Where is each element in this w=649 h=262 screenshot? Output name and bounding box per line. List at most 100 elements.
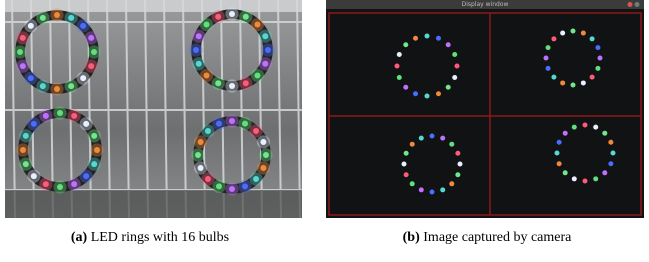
led <box>94 147 100 153</box>
led <box>571 29 576 34</box>
led <box>243 14 249 20</box>
led <box>31 173 37 179</box>
led <box>452 75 457 80</box>
led <box>551 36 556 41</box>
led <box>17 49 23 55</box>
led <box>563 131 568 136</box>
led <box>397 52 402 57</box>
led <box>28 23 34 29</box>
caption-text: Image captured by camera <box>423 230 571 245</box>
led <box>242 121 248 127</box>
led <box>260 139 266 145</box>
led <box>455 64 460 69</box>
led <box>593 125 598 130</box>
led <box>425 94 430 99</box>
led <box>403 85 408 90</box>
led <box>20 35 26 41</box>
led <box>452 52 457 57</box>
led <box>449 181 454 186</box>
led <box>88 35 94 41</box>
led <box>80 75 86 81</box>
led <box>20 63 26 69</box>
led <box>436 36 441 41</box>
led <box>229 11 235 17</box>
led <box>446 42 451 47</box>
led <box>57 110 63 116</box>
led <box>563 170 568 175</box>
led <box>446 85 451 90</box>
led <box>572 125 577 130</box>
led <box>608 161 613 166</box>
led <box>551 75 556 80</box>
figure: Display window <box>0 0 649 262</box>
led <box>455 151 460 156</box>
led <box>91 49 97 55</box>
caption-b: (b) Image captured by camera <box>403 230 572 246</box>
led <box>88 63 94 69</box>
caption-text: LED rings with 16 bulbs <box>91 230 229 245</box>
led <box>410 181 415 186</box>
led <box>54 86 60 92</box>
led <box>397 75 402 80</box>
led <box>395 64 400 69</box>
led <box>419 136 424 141</box>
led <box>28 75 34 81</box>
led <box>254 22 260 28</box>
led <box>581 80 586 85</box>
led <box>413 36 418 41</box>
led <box>557 161 562 166</box>
led <box>254 72 260 78</box>
display-window: Display window <box>326 0 644 218</box>
led <box>593 176 598 181</box>
led <box>91 161 97 167</box>
led <box>215 14 221 20</box>
led <box>20 147 26 153</box>
led <box>404 172 409 177</box>
led <box>425 34 430 39</box>
led <box>260 165 266 171</box>
page: Display window (a) LED rings with 16 bul… <box>0 0 649 262</box>
led <box>430 190 435 195</box>
led <box>242 183 248 189</box>
led <box>31 121 37 127</box>
led <box>583 179 588 184</box>
led <box>440 136 445 141</box>
led <box>83 173 89 179</box>
led <box>262 33 268 39</box>
led <box>581 31 586 36</box>
led <box>602 170 607 175</box>
led <box>195 152 201 158</box>
led <box>449 142 454 147</box>
led <box>40 15 46 21</box>
caption-label: (b) <box>403 230 420 245</box>
led <box>253 176 259 182</box>
led <box>608 140 613 145</box>
led <box>572 176 577 181</box>
led <box>440 187 445 192</box>
led <box>611 151 616 156</box>
caption-label: (a) <box>71 230 87 245</box>
led <box>40 83 46 89</box>
led <box>83 121 89 127</box>
led <box>71 181 77 187</box>
led <box>560 31 565 36</box>
led <box>57 184 63 190</box>
led <box>91 133 97 139</box>
led <box>403 42 408 47</box>
led <box>410 142 415 147</box>
led <box>68 15 74 21</box>
led <box>196 61 202 67</box>
led <box>413 91 418 96</box>
led <box>583 123 588 128</box>
led <box>204 22 210 28</box>
led <box>43 113 49 119</box>
led <box>544 56 549 61</box>
led <box>436 91 441 96</box>
caption-a: (a) LED rings with 16 bulbs <box>71 230 229 246</box>
led <box>262 61 268 67</box>
led <box>80 23 86 29</box>
led <box>455 172 460 177</box>
led <box>546 45 551 50</box>
led <box>216 183 222 189</box>
led <box>430 134 435 139</box>
